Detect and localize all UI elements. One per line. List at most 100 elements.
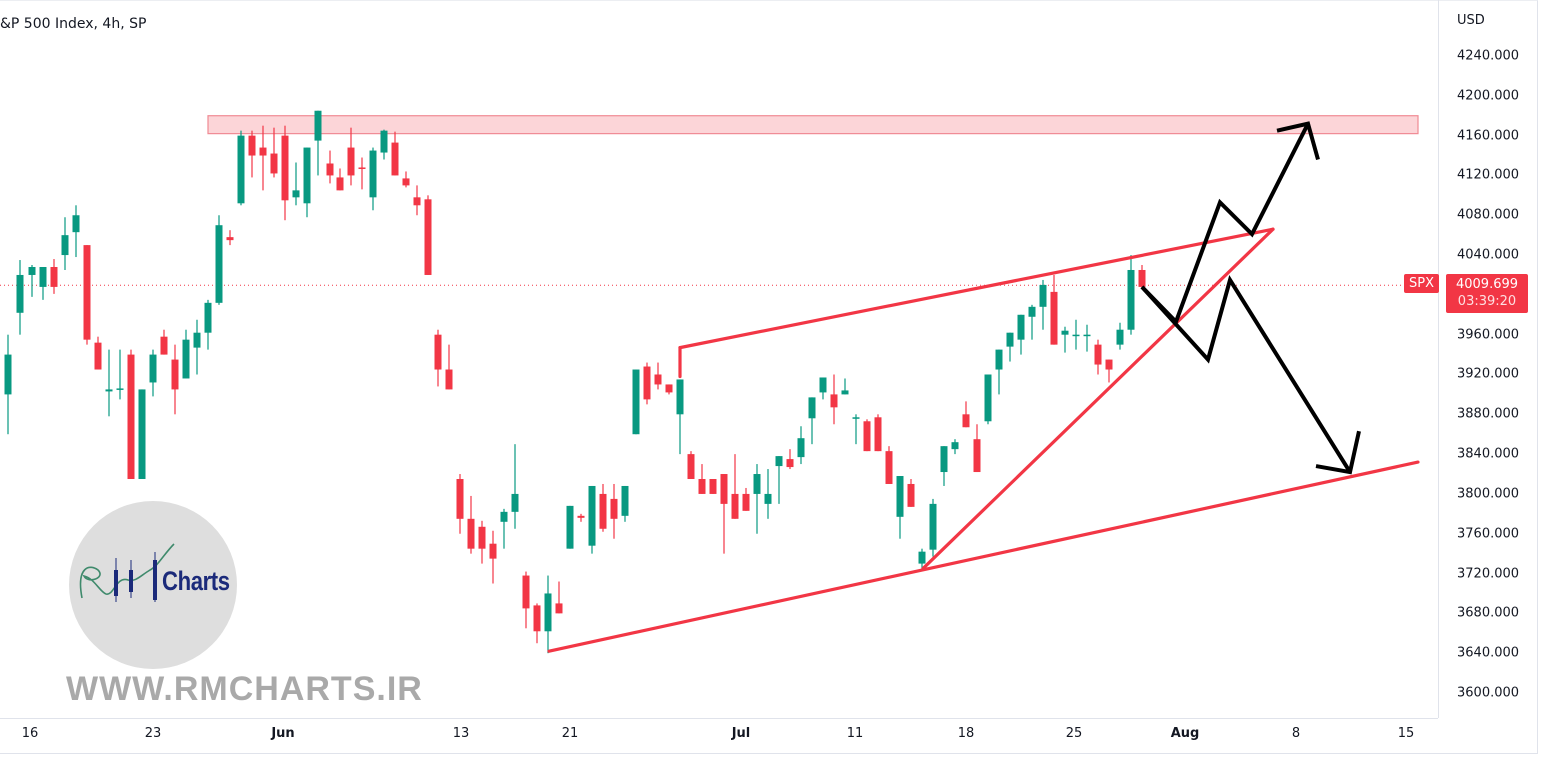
candle xyxy=(72,205,80,258)
candle xyxy=(841,378,849,395)
candle xyxy=(1006,332,1014,362)
bar-countdown: 03:39:20 xyxy=(1457,294,1517,309)
watermark-url: WWW.RMCHARTS.IR xyxy=(66,670,423,708)
trendline xyxy=(678,227,1275,350)
candle xyxy=(797,426,805,465)
candle xyxy=(434,329,442,387)
time-tick: Jul xyxy=(731,726,751,741)
candle xyxy=(984,374,992,425)
candle xyxy=(1039,279,1047,330)
candle xyxy=(1061,326,1069,353)
currency-label: USD xyxy=(1457,13,1485,28)
candle xyxy=(39,267,47,300)
price-tick: 3600.000 xyxy=(1457,685,1520,701)
bearish-projection-arrow xyxy=(1140,275,1352,474)
price-tick: 4240.000 xyxy=(1457,48,1520,64)
candle xyxy=(281,125,289,221)
candle xyxy=(478,520,486,564)
candle xyxy=(731,454,739,519)
time-axis[interactable] xyxy=(0,718,1438,753)
candle xyxy=(1017,314,1025,355)
price-tick: 3960.000 xyxy=(1457,327,1520,343)
candle xyxy=(292,162,300,206)
candle xyxy=(326,150,334,184)
candle xyxy=(995,349,1003,395)
arrow-head-down-icon xyxy=(1315,430,1361,475)
candle xyxy=(303,147,311,218)
candle xyxy=(369,147,377,211)
time-tick: 15 xyxy=(1397,726,1415,741)
resistance-zone xyxy=(207,115,1419,135)
candle xyxy=(424,195,432,275)
trendline xyxy=(921,227,1275,571)
price-tick: 3880.000 xyxy=(1457,406,1520,422)
candle xyxy=(555,581,563,614)
candlestick-plot[interactable] xyxy=(0,0,1438,718)
candle xyxy=(61,217,69,270)
last-price-value: 4009.699 xyxy=(1455,277,1519,292)
time-tick: 8 xyxy=(1291,726,1301,741)
price-tick: 4080.000 xyxy=(1457,207,1520,223)
candle xyxy=(1105,359,1113,383)
candle xyxy=(599,483,607,532)
price-tick: 3760.000 xyxy=(1457,526,1520,542)
candle xyxy=(511,444,519,529)
candle xyxy=(973,424,981,473)
time-tick: 16 xyxy=(21,726,39,741)
price-tick: 3840.000 xyxy=(1457,446,1520,462)
price-tick: 3800.000 xyxy=(1457,486,1520,502)
candle xyxy=(643,362,651,405)
candle xyxy=(116,349,124,400)
candle xyxy=(83,245,91,345)
candle xyxy=(544,575,552,654)
price-axis[interactable] xyxy=(1438,0,1538,718)
candle xyxy=(149,349,157,397)
candle xyxy=(1138,265,1146,287)
candle xyxy=(1094,339,1102,375)
candle xyxy=(138,389,146,480)
candle xyxy=(1072,319,1080,350)
time-tick: 11 xyxy=(846,726,864,741)
candle xyxy=(204,299,212,350)
symbol-badge: SPX xyxy=(1404,274,1439,293)
time-tick: Aug xyxy=(1170,726,1200,741)
candle xyxy=(4,334,12,435)
candle xyxy=(248,130,256,178)
chart-title: &P 500 Index, 4h, SP xyxy=(0,16,147,32)
candle xyxy=(819,377,827,400)
candle xyxy=(1083,324,1091,352)
candle xyxy=(380,129,388,160)
candle xyxy=(940,446,948,486)
price-tick: 4160.000 xyxy=(1457,128,1520,144)
candle xyxy=(885,446,893,484)
candle xyxy=(654,362,662,390)
candle xyxy=(270,127,278,178)
candle xyxy=(402,171,410,188)
candle xyxy=(610,483,618,539)
candle xyxy=(533,603,541,644)
candle xyxy=(753,464,761,534)
chart-frame xyxy=(0,0,1538,754)
candle xyxy=(391,131,399,176)
candle xyxy=(830,374,838,425)
candle xyxy=(215,215,223,305)
candle xyxy=(1127,255,1135,335)
candle xyxy=(500,508,508,549)
candle xyxy=(775,456,783,504)
candle xyxy=(896,476,904,539)
candle xyxy=(489,530,497,584)
price-tick: 4120.000 xyxy=(1457,167,1520,183)
candle xyxy=(193,319,201,375)
candle xyxy=(456,474,464,534)
candle xyxy=(1116,322,1124,350)
candle xyxy=(94,336,102,370)
candle xyxy=(445,344,453,390)
candle xyxy=(467,495,475,554)
last-price-label: 4009.699 03:39:20 xyxy=(1446,274,1528,313)
candle xyxy=(742,487,750,511)
candle xyxy=(852,414,860,445)
time-tick: 23 xyxy=(144,726,162,741)
candle xyxy=(632,369,640,435)
price-tick: 3720.000 xyxy=(1457,566,1520,582)
candle xyxy=(709,479,717,494)
